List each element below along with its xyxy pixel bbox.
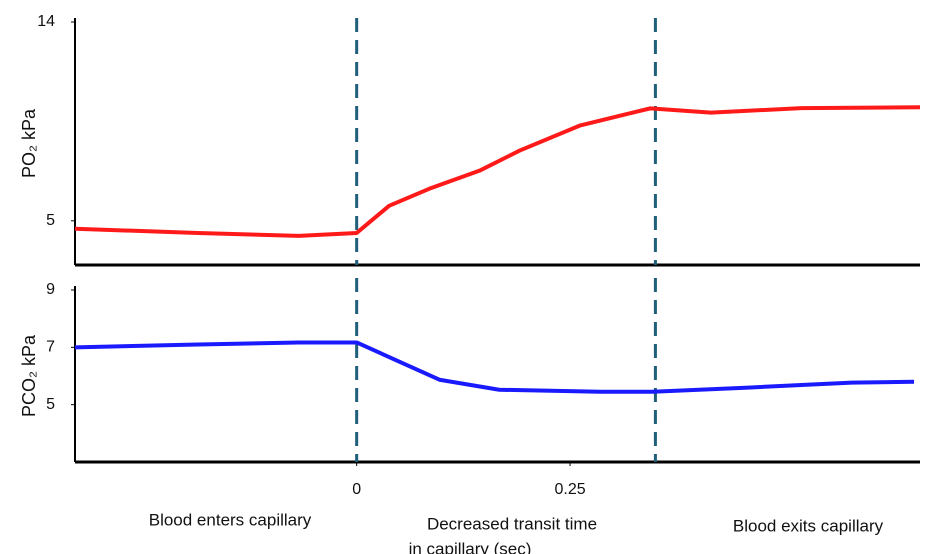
annotation: Decreased transit time xyxy=(427,514,597,533)
x-tick-label: 0 xyxy=(352,481,361,498)
y-tick-label: 5 xyxy=(46,212,55,229)
data-line xyxy=(74,340,915,394)
y-axis-label: PO₂ kPa xyxy=(19,108,39,178)
x-tick-label: 0.25 xyxy=(554,481,585,498)
y-tick-label: 14 xyxy=(37,13,55,30)
y-tick-label: 9 xyxy=(46,281,55,298)
annotation: in capillary (sec) xyxy=(409,539,532,554)
annotation: Blood enters capillary xyxy=(149,510,312,529)
y-tick-label: 5 xyxy=(46,396,55,413)
y-axis-label: PCO₂ kPa xyxy=(19,334,39,417)
data-line xyxy=(74,105,921,238)
annotation: Blood exits capillary xyxy=(733,516,884,535)
y-tick-label: 7 xyxy=(46,339,55,356)
